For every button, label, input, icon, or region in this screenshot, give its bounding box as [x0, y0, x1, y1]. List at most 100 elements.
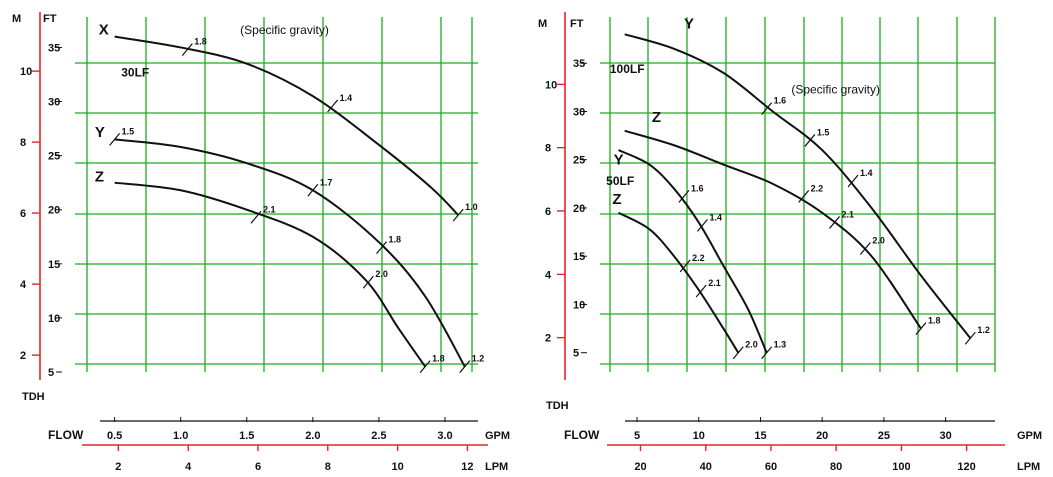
- x-tick-label: 1.0: [173, 430, 188, 442]
- y2-tick-label: 2: [20, 350, 26, 362]
- sg-label: 2.0: [375, 269, 388, 279]
- curve-z-4: [618, 211, 740, 354]
- sg-label: 1.4: [860, 168, 873, 178]
- sg-label: 1.8: [432, 354, 445, 364]
- y2-tick-label: 10: [545, 79, 557, 91]
- sg-label: 1.7: [320, 177, 333, 187]
- specific-gravity-note: (Specific gravity): [791, 82, 880, 96]
- x-tick-label: 20: [816, 430, 828, 442]
- y2-tick-label: 8: [20, 137, 26, 149]
- y-tick-label: 5: [573, 348, 579, 360]
- y-label-bottom: TDH: [546, 400, 569, 412]
- y-tick-label: 10: [48, 313, 60, 325]
- sg-tick-mark: [109, 133, 121, 146]
- x2-tick-label: 60: [765, 461, 777, 473]
- curve-z-3: [114, 181, 426, 368]
- sg-tick-mark: [452, 208, 464, 222]
- y-tick-label: 30: [48, 97, 60, 109]
- y-tick-label: 20: [573, 203, 585, 215]
- y2-tick-label: 4: [20, 279, 27, 291]
- sg-label: 1.8: [389, 235, 402, 245]
- x-label: FLOW: [564, 428, 600, 442]
- y2-tick-label: 8: [545, 143, 551, 155]
- x-tick-label: 3.0: [437, 430, 452, 442]
- y-tick-label: 35: [573, 58, 585, 70]
- sg-tick-mark: [376, 241, 388, 254]
- x2-tick-label: 20: [634, 461, 646, 473]
- chart-panel-2: M FT TDH FLOW GPM LPM 5 10 15 20 25 30 35 2 4 6 8 10 5 10 15…: [538, 12, 1042, 473]
- y-tick-label: 25: [573, 155, 585, 167]
- sg-tick-mark: [695, 284, 707, 298]
- sg-tick-mark: [964, 331, 976, 345]
- sg-tick-mark: [679, 259, 691, 273]
- y2-tick-label: 6: [20, 208, 26, 220]
- x-tick-label: 15: [754, 430, 766, 442]
- x-tick-label: 2.5: [371, 430, 386, 442]
- x2-tick-label: 100: [892, 461, 910, 473]
- sg-label: 2.1: [708, 278, 721, 288]
- y-unit-primary: FT: [43, 13, 57, 25]
- x-label: FLOW: [48, 428, 84, 442]
- chart-panel-1: M FT TDH FLOW GPM LPM 5 10 15 20 25 30 35 2 4 6 8 10 0.5 1.…: [12, 12, 510, 473]
- sg-label: 2.2: [692, 253, 705, 263]
- curve-y-1: [624, 33, 972, 339]
- y-tick-label: 10: [573, 299, 585, 311]
- sg-label: 2.2: [811, 183, 824, 193]
- y-label-bottom: TDH: [22, 391, 45, 403]
- sg-label: 1.5: [122, 126, 135, 136]
- x2-tick-label: 80: [830, 461, 842, 473]
- x-unit-primary: GPM: [485, 430, 510, 442]
- sg-label: 1.5: [817, 127, 830, 137]
- sg-tick-mark: [761, 102, 773, 115]
- sg-tick-mark: [732, 346, 744, 360]
- x-tick-label: 25: [878, 430, 890, 442]
- x2-tick-label: 8: [325, 461, 331, 473]
- sg-tick-mark: [829, 216, 840, 229]
- sg-label: 1.3: [774, 340, 787, 350]
- y-tick-label: 35: [48, 42, 60, 54]
- sg-label: 2.0: [745, 340, 758, 350]
- y2-tick-label: 6: [545, 206, 551, 218]
- x-tick-label: 5: [634, 430, 640, 442]
- sg-label: 2.1: [263, 204, 276, 214]
- sg-tick-mark: [804, 134, 816, 147]
- sg-tick-mark: [307, 183, 319, 197]
- series-label: Z: [95, 169, 104, 186]
- sg-tick-mark: [250, 210, 262, 224]
- x2-tick-label: 40: [700, 461, 712, 473]
- model-label: 30LF: [121, 66, 149, 80]
- x-tick-label: 1.5: [239, 430, 254, 442]
- sg-tick-mark: [761, 346, 773, 360]
- x-tick-label: 10: [693, 430, 705, 442]
- y-tick-label: 15: [48, 259, 60, 271]
- y-tick-label: 5: [48, 367, 54, 379]
- sg-label: 1.8: [194, 37, 207, 47]
- x-unit-secondary: LPM: [1017, 461, 1040, 473]
- y-tick-label: 15: [573, 251, 585, 263]
- y-tick-label: 25: [48, 151, 60, 163]
- specific-gravity-note: (Specific gravity): [240, 23, 329, 37]
- sg-tick-mark: [798, 190, 810, 203]
- sg-label: 1.4: [709, 212, 722, 222]
- y-unit-secondary: M: [538, 18, 547, 30]
- sg-tick-mark: [459, 360, 471, 373]
- x-tick-label: 30: [940, 430, 952, 442]
- sg-label: 1.8: [928, 316, 941, 326]
- sg-label: 2.1: [842, 209, 855, 219]
- x-tick-label: 0.5: [107, 430, 122, 442]
- sg-tick-mark: [847, 174, 859, 188]
- x-unit-secondary: LPM: [485, 461, 508, 473]
- curve-z-2: [624, 129, 922, 330]
- sg-tick-mark: [678, 190, 690, 203]
- y2-tick-label: 4: [545, 269, 552, 281]
- x2-tick-label: 10: [392, 461, 404, 473]
- sg-tick-mark: [419, 360, 431, 373]
- sg-label: 2.0: [872, 235, 885, 245]
- sg-label: 1.2: [472, 354, 485, 364]
- model-label: 50LF: [606, 174, 634, 188]
- series-label: Y: [95, 124, 105, 141]
- sg-label: 1.6: [774, 96, 787, 106]
- sg-label: 1.0: [465, 202, 478, 212]
- curve-x-1: [114, 35, 459, 216]
